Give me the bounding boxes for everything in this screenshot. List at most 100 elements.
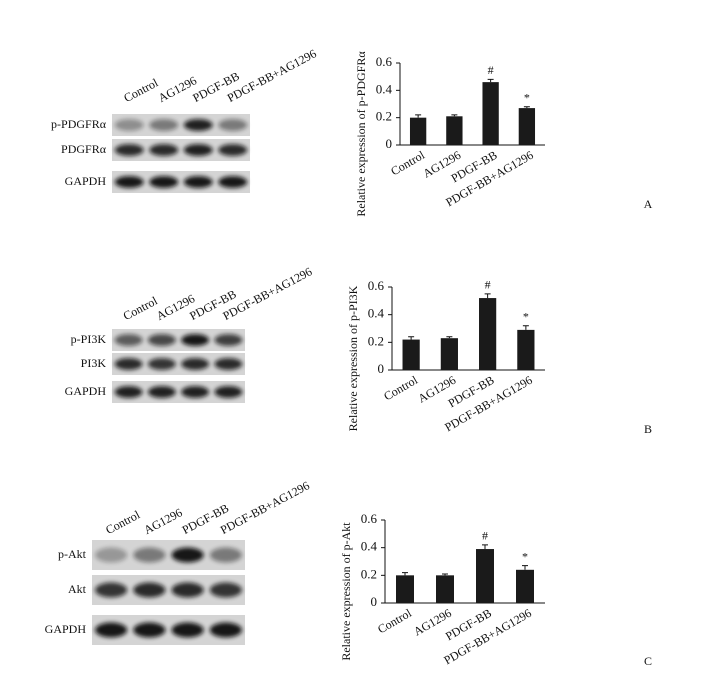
blot-strip <box>112 139 250 161</box>
bar <box>436 575 454 603</box>
y-tick-label: 0 <box>371 594 378 609</box>
error-bar <box>408 336 415 340</box>
y-tick-label: 0.4 <box>368 306 385 321</box>
band <box>214 358 243 370</box>
row-label: p-PDGFRα <box>51 117 107 131</box>
x-tick-label: Control <box>381 373 420 404</box>
band <box>147 358 176 370</box>
y-axis-label: Relative expression of p-PI3K <box>346 285 360 431</box>
band <box>114 176 144 188</box>
significance-marker: * <box>522 549 528 563</box>
significance-marker: * <box>524 90 530 104</box>
y-tick-label: 0 <box>386 136 393 151</box>
row-label: p-Akt <box>58 547 87 561</box>
error-bar <box>487 78 494 83</box>
band <box>147 334 176 346</box>
error-bar <box>482 544 488 550</box>
row-label: GAPDH <box>45 622 87 636</box>
blot-strip <box>112 114 250 136</box>
error-bar <box>451 114 458 117</box>
error-bar <box>402 572 408 576</box>
y-tick-label: 0.2 <box>361 566 377 581</box>
significance-marker: * <box>523 309 529 323</box>
band <box>114 358 143 370</box>
band <box>214 386 243 398</box>
band <box>181 386 210 398</box>
blot-strip <box>112 329 245 351</box>
bar <box>476 549 494 603</box>
lane-label: AG1296 <box>156 73 199 105</box>
row-label: p-PI3K <box>71 332 107 346</box>
bar <box>517 329 535 370</box>
significance-marker: # <box>485 278 491 292</box>
row-label: PI3K <box>81 356 107 370</box>
y-tick-label: 0 <box>378 361 385 376</box>
lane-label: Control <box>121 293 161 323</box>
error-bar <box>442 573 448 576</box>
band <box>209 547 242 563</box>
lane-label: AG1296 <box>142 505 185 537</box>
band <box>214 334 243 346</box>
band <box>114 386 143 398</box>
band <box>114 144 144 156</box>
error-bar <box>523 106 530 109</box>
band <box>149 176 179 188</box>
band <box>149 144 179 156</box>
blot-strip <box>112 381 245 403</box>
y-tick-label: 0.6 <box>376 54 393 69</box>
bar <box>446 116 463 145</box>
band <box>171 622 204 638</box>
band <box>183 119 213 131</box>
band <box>171 547 204 563</box>
panel-label: A <box>644 197 653 211</box>
band <box>183 144 213 156</box>
x-tick-label: Control <box>388 148 427 179</box>
bar <box>479 298 497 370</box>
band <box>95 622 128 638</box>
band <box>147 386 176 398</box>
band <box>181 358 210 370</box>
error-bar <box>446 336 453 339</box>
y-tick-label: 0.6 <box>361 511 378 526</box>
band <box>114 119 144 131</box>
band <box>133 582 166 598</box>
bar <box>518 108 536 145</box>
bar <box>396 575 414 603</box>
lane-label: PDGF-BB+AG1296 <box>225 46 319 105</box>
band <box>133 622 166 638</box>
bar <box>409 117 427 145</box>
blot-strip <box>112 353 245 375</box>
band <box>114 334 143 346</box>
y-tick-label: 0.6 <box>368 278 385 293</box>
y-tick-label: 0.4 <box>376 81 393 96</box>
bar <box>402 339 420 370</box>
error-bar <box>484 293 491 299</box>
band <box>209 582 242 598</box>
lane-label: Control <box>121 75 161 105</box>
error-bar <box>522 325 529 330</box>
band <box>209 622 242 638</box>
y-tick-label: 0.4 <box>361 539 378 554</box>
y-tick-label: 0.2 <box>368 333 384 348</box>
y-axis-label: Relative expression of p-PDGFRα <box>354 51 368 217</box>
bar <box>440 338 458 370</box>
significance-marker: # <box>482 529 488 543</box>
error-bar <box>415 114 422 118</box>
y-tick-label: 0.2 <box>376 109 392 124</box>
band <box>95 582 128 598</box>
panel-label: C <box>644 654 652 668</box>
panel-label: B <box>644 422 652 436</box>
lane-label: PDGF-BB+AG1296 <box>218 478 312 537</box>
band <box>95 547 128 563</box>
row-label: GAPDH <box>65 384 107 398</box>
band <box>181 334 210 346</box>
band <box>149 119 179 131</box>
x-tick-label: Control <box>375 606 414 637</box>
error-bar <box>522 565 528 570</box>
band <box>183 176 213 188</box>
row-label: Akt <box>68 582 87 596</box>
lane-label: Control <box>103 507 143 537</box>
band <box>218 144 248 156</box>
blot-strip <box>112 171 250 193</box>
